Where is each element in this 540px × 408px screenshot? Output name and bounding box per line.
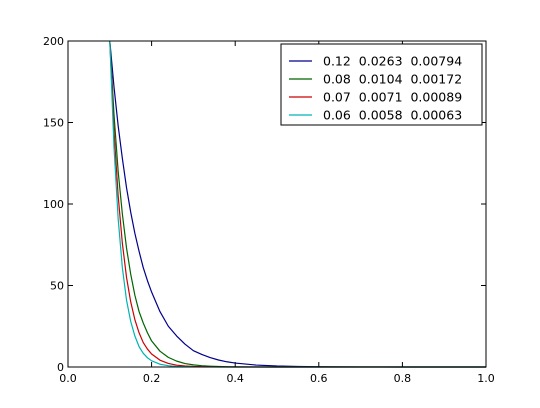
legend-box [280,43,483,126]
legend: 0.12 0.0263 0.00794 0.08 0.0104 0.00172 0.… [280,43,483,126]
x-tick-label: 0.6 [310,372,328,385]
legend-label-2: 0.08 0.0104 0.00172 [323,72,462,87]
x-tick-label: 1.0 [477,372,495,385]
x-axis: 0.0 0.2 0.4 0.6 0.8 1.0 [59,41,495,385]
y-tick-label: 200 [43,35,64,48]
x-tick-label: 0.4 [226,372,244,385]
legend-label-3: 0.07 0.0071 0.00089 [323,90,462,105]
y-tick-label: 150 [43,117,64,130]
legend-entries: 0.12 0.0263 0.00794 0.08 0.0104 0.00172 0.… [289,54,462,123]
y-tick-label: 100 [43,198,64,211]
x-tick-label: 0.2 [143,372,161,385]
y-tick-label: 0 [57,361,64,374]
y-axis: 0 50 100 150 200 [43,35,486,374]
x-tick-label: 0.8 [394,372,412,385]
x-tick-label: 0.0 [59,372,77,385]
y-tick-label: 50 [50,280,64,293]
legend-label-4: 0.06 0.0058 0.00063 [323,108,462,123]
legend-label-1: 0.12 0.0263 0.00794 [323,54,462,69]
